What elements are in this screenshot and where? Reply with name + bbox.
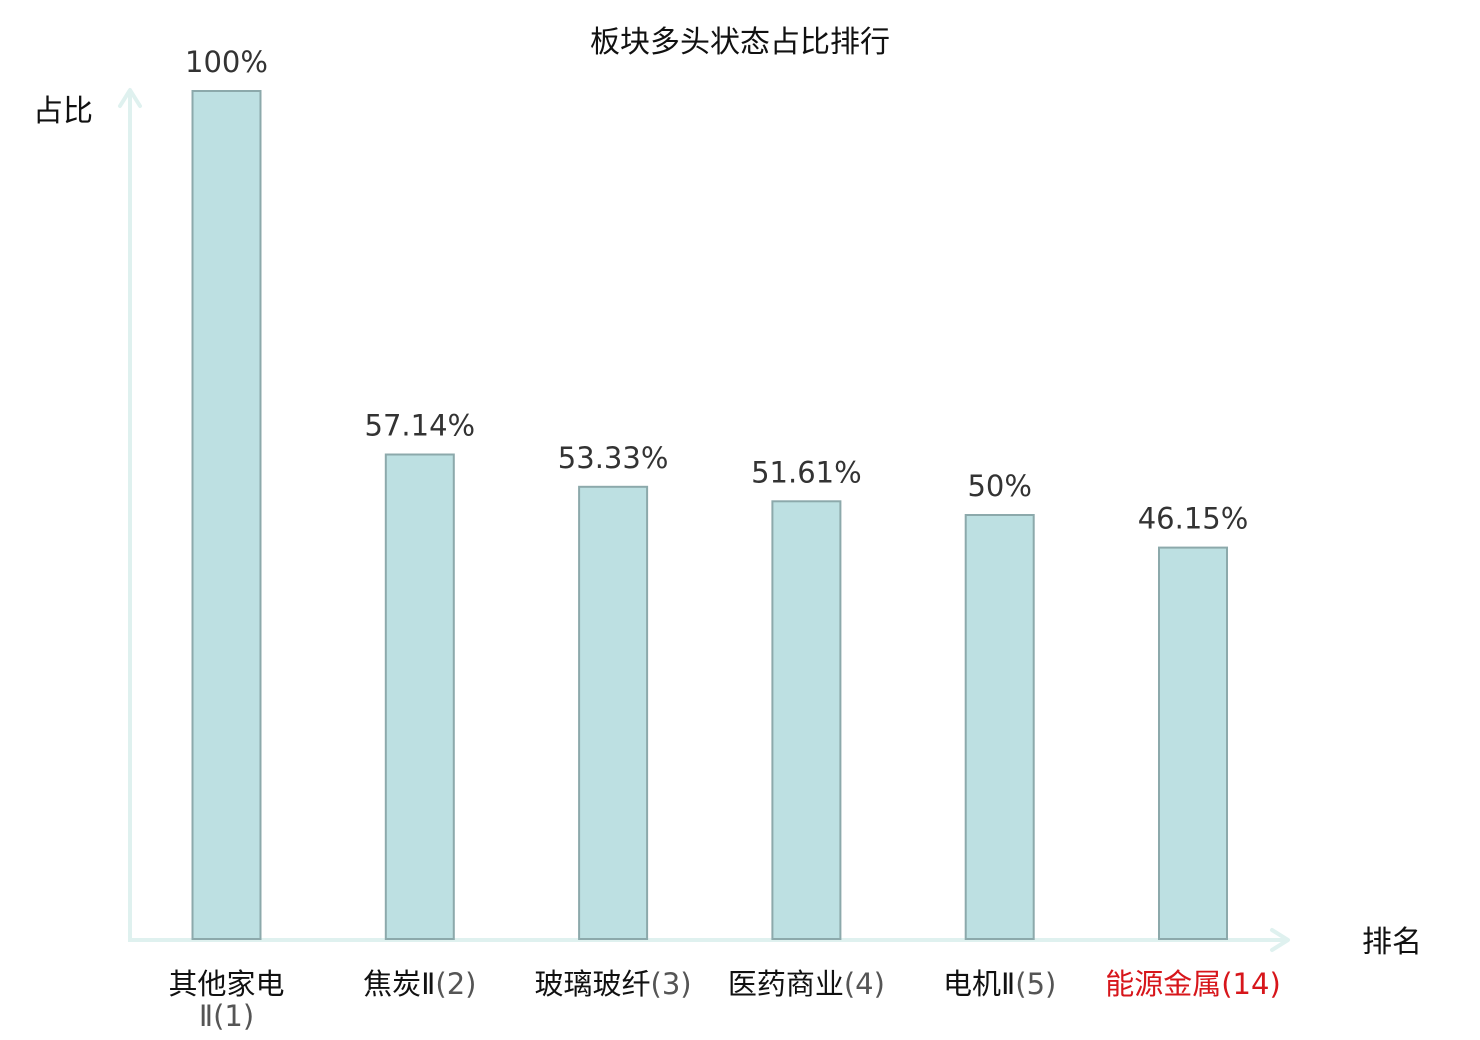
bar [191, 90, 262, 940]
x-tick-label-name: 其他家电 [168, 967, 284, 1001]
bars-group [191, 90, 1228, 940]
bar [1158, 546, 1228, 940]
data-label: 51.61% [751, 455, 862, 489]
x-tick-label-group: 能源金属(14) [1105, 967, 1281, 1001]
x-axis-arrow [1270, 928, 1290, 952]
chart-title: 板块多头状态占比排行 [590, 25, 890, 60]
data-label: 50% [967, 469, 1031, 503]
x-tick-label-rank: Ⅱ(1) [199, 999, 254, 1033]
data-label: 53.33% [558, 441, 669, 475]
y-axis-arrow [118, 88, 142, 108]
x-tick-label-group: 电机Ⅱ(5) [943, 967, 1056, 1001]
x-axis-label: 排名 [1362, 925, 1422, 960]
x-tick-label: 医药商业(4) [728, 967, 885, 1001]
data-label: 46.15% [1138, 502, 1249, 536]
x-tick-label: 电机Ⅱ(5) [943, 967, 1056, 1001]
axes [118, 88, 1290, 952]
x-tick-label: 焦炭Ⅱ(2) [363, 967, 476, 1001]
x-tick-label-group: 医药商业(4) [728, 967, 885, 1001]
bar [771, 500, 842, 940]
bar [578, 485, 649, 940]
data-labels-group: 100% 57.14% 53.33% 51.61% 50% 46.15% [185, 45, 1248, 536]
data-label: 57.14% [365, 409, 476, 443]
x-tick-label: 能源金属(14) [1105, 967, 1281, 1001]
bar [384, 453, 455, 940]
x-tick-label-group: 玻璃玻纤(3) [535, 967, 692, 1001]
data-label: 100% [185, 45, 268, 79]
x-tick-label-group: 焦炭Ⅱ(2) [363, 967, 476, 1001]
x-tick-label: 玻璃玻纤(3) [535, 967, 692, 1001]
bar [964, 514, 1035, 940]
y-axis-label: 占比 [33, 94, 93, 129]
